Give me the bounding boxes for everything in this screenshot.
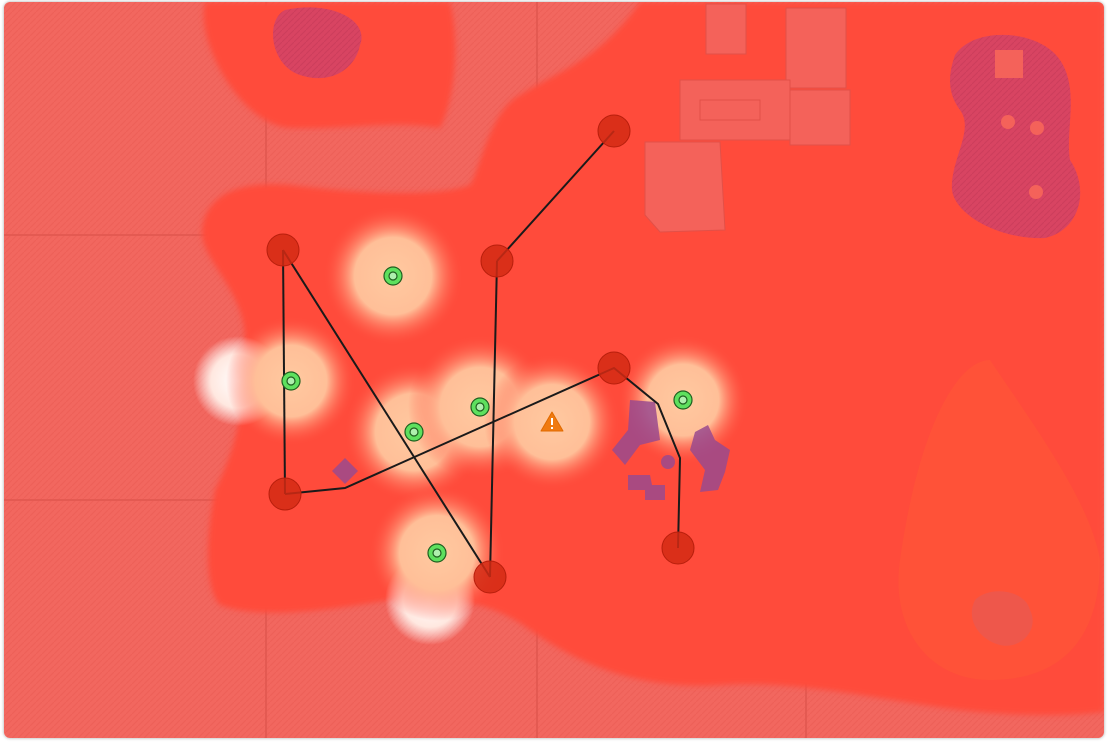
restricted-zones bbox=[273, 7, 1100, 680]
obstacles bbox=[332, 400, 730, 500]
buildings bbox=[644, 3, 851, 233]
map-frame bbox=[4, 2, 1104, 738]
warning-icon bbox=[540, 411, 564, 432]
nodes bbox=[266, 114, 695, 594]
heatmap-map bbox=[4, 2, 1104, 738]
route-lines bbox=[282, 130, 682, 578]
sensors bbox=[281, 266, 693, 563]
